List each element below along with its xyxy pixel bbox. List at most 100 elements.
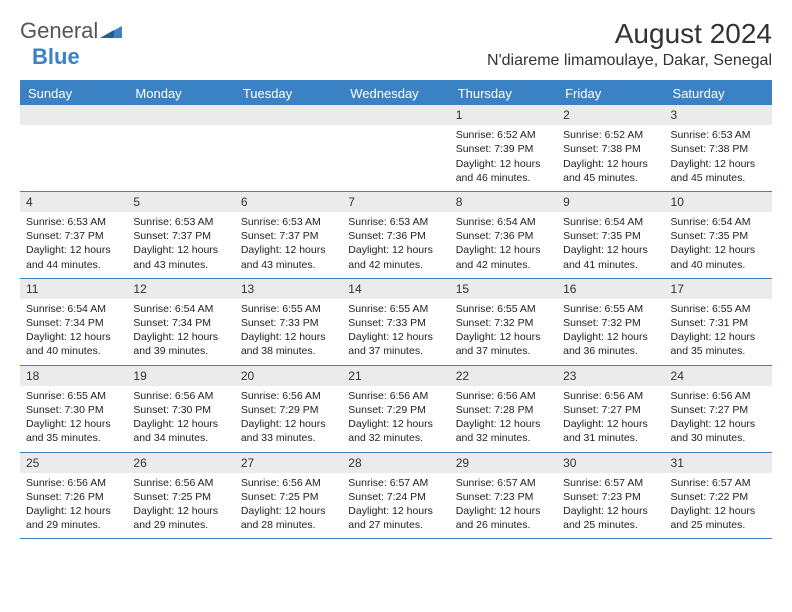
day-number: 8 [450, 192, 557, 212]
daylight-text: Daylight: 12 hours and 31 minutes. [563, 417, 658, 445]
calendar-day-cell: 2Sunrise: 6:52 AMSunset: 7:38 PMDaylight… [557, 105, 664, 191]
calendar-day-cell [235, 105, 342, 191]
sunset-text: Sunset: 7:28 PM [456, 403, 551, 417]
sunset-text: Sunset: 7:33 PM [241, 316, 336, 330]
empty-day-number [235, 105, 342, 125]
calendar-day-cell: 27Sunrise: 6:56 AMSunset: 7:25 PMDayligh… [235, 453, 342, 539]
calendar-day-cell: 28Sunrise: 6:57 AMSunset: 7:24 PMDayligh… [342, 453, 449, 539]
daylight-text: Daylight: 12 hours and 36 minutes. [563, 330, 658, 358]
calendar-day-cell [127, 105, 234, 191]
calendar-day-cell: 20Sunrise: 6:56 AMSunset: 7:29 PMDayligh… [235, 366, 342, 452]
daylight-text: Daylight: 12 hours and 25 minutes. [563, 504, 658, 532]
calendar-week-row: 25Sunrise: 6:56 AMSunset: 7:26 PMDayligh… [20, 453, 772, 540]
sunset-text: Sunset: 7:35 PM [671, 229, 766, 243]
day-header-thursday: Thursday [450, 82, 557, 105]
empty-day-number [127, 105, 234, 125]
calendar-day-cell: 29Sunrise: 6:57 AMSunset: 7:23 PMDayligh… [450, 453, 557, 539]
daylight-text: Daylight: 12 hours and 42 minutes. [348, 243, 443, 271]
sunrise-text: Sunrise: 6:52 AM [563, 128, 658, 142]
calendar-day-cell: 31Sunrise: 6:57 AMSunset: 7:22 PMDayligh… [665, 453, 772, 539]
calendar-week-row: 18Sunrise: 6:55 AMSunset: 7:30 PMDayligh… [20, 366, 772, 453]
sunset-text: Sunset: 7:36 PM [456, 229, 551, 243]
day-number: 29 [450, 453, 557, 473]
sunset-text: Sunset: 7:23 PM [456, 490, 551, 504]
calendar-day-cell: 5Sunrise: 6:53 AMSunset: 7:37 PMDaylight… [127, 192, 234, 278]
day-number: 20 [235, 366, 342, 386]
day-header-sunday: Sunday [20, 82, 127, 105]
daylight-text: Daylight: 12 hours and 46 minutes. [456, 157, 551, 185]
calendar-day-cell: 22Sunrise: 6:56 AMSunset: 7:28 PMDayligh… [450, 366, 557, 452]
sunset-text: Sunset: 7:37 PM [133, 229, 228, 243]
day-header-tuesday: Tuesday [235, 82, 342, 105]
sunset-text: Sunset: 7:30 PM [133, 403, 228, 417]
daylight-text: Daylight: 12 hours and 32 minutes. [348, 417, 443, 445]
daylight-text: Daylight: 12 hours and 45 minutes. [563, 157, 658, 185]
sunrise-text: Sunrise: 6:56 AM [133, 389, 228, 403]
sunset-text: Sunset: 7:39 PM [456, 142, 551, 156]
sunrise-text: Sunrise: 6:54 AM [133, 302, 228, 316]
daylight-text: Daylight: 12 hours and 37 minutes. [348, 330, 443, 358]
sunrise-text: Sunrise: 6:56 AM [456, 389, 551, 403]
day-header-monday: Monday [127, 82, 234, 105]
header: General August 2024 N'diareme limamoulay… [20, 18, 772, 76]
day-number: 22 [450, 366, 557, 386]
day-number: 17 [665, 279, 772, 299]
sunset-text: Sunset: 7:22 PM [671, 490, 766, 504]
logo-triangle-icon [100, 18, 122, 44]
sunrise-text: Sunrise: 6:56 AM [563, 389, 658, 403]
logo-text-general: General [20, 18, 98, 44]
daylight-text: Daylight: 12 hours and 44 minutes. [26, 243, 121, 271]
sunset-text: Sunset: 7:36 PM [348, 229, 443, 243]
sunset-text: Sunset: 7:31 PM [671, 316, 766, 330]
day-number: 27 [235, 453, 342, 473]
calendar-day-cell: 8Sunrise: 6:54 AMSunset: 7:36 PMDaylight… [450, 192, 557, 278]
daylight-text: Daylight: 12 hours and 27 minutes. [348, 504, 443, 532]
sunset-text: Sunset: 7:27 PM [671, 403, 766, 417]
calendar-day-cell: 18Sunrise: 6:55 AMSunset: 7:30 PMDayligh… [20, 366, 127, 452]
day-number: 6 [235, 192, 342, 212]
daylight-text: Daylight: 12 hours and 40 minutes. [671, 243, 766, 271]
calendar-day-cell: 16Sunrise: 6:55 AMSunset: 7:32 PMDayligh… [557, 279, 664, 365]
sunrise-text: Sunrise: 6:55 AM [348, 302, 443, 316]
sunrise-text: Sunrise: 6:56 AM [26, 476, 121, 490]
logo-text-blue: Blue [32, 44, 80, 70]
day-number: 12 [127, 279, 234, 299]
sunset-text: Sunset: 7:27 PM [563, 403, 658, 417]
sunset-text: Sunset: 7:23 PM [563, 490, 658, 504]
day-header-wednesday: Wednesday [342, 82, 449, 105]
day-number: 23 [557, 366, 664, 386]
daylight-text: Daylight: 12 hours and 43 minutes. [241, 243, 336, 271]
day-number: 19 [127, 366, 234, 386]
day-number: 25 [20, 453, 127, 473]
sunrise-text: Sunrise: 6:53 AM [26, 215, 121, 229]
sunrise-text: Sunrise: 6:54 AM [26, 302, 121, 316]
daylight-text: Daylight: 12 hours and 38 minutes. [241, 330, 336, 358]
day-number: 2 [557, 105, 664, 125]
sunrise-text: Sunrise: 6:52 AM [456, 128, 551, 142]
daylight-text: Daylight: 12 hours and 40 minutes. [26, 330, 121, 358]
daylight-text: Daylight: 12 hours and 41 minutes. [563, 243, 658, 271]
sunrise-text: Sunrise: 6:56 AM [348, 389, 443, 403]
sunset-text: Sunset: 7:38 PM [671, 142, 766, 156]
sunset-text: Sunset: 7:37 PM [241, 229, 336, 243]
empty-day-number [342, 105, 449, 125]
day-number: 4 [20, 192, 127, 212]
daylight-text: Daylight: 12 hours and 33 minutes. [241, 417, 336, 445]
daylight-text: Daylight: 12 hours and 42 minutes. [456, 243, 551, 271]
calendar-week-row: 11Sunrise: 6:54 AMSunset: 7:34 PMDayligh… [20, 279, 772, 366]
daylight-text: Daylight: 12 hours and 35 minutes. [26, 417, 121, 445]
title-block: August 2024 N'diareme limamoulaye, Dakar… [487, 18, 772, 76]
calendar-day-cell: 13Sunrise: 6:55 AMSunset: 7:33 PMDayligh… [235, 279, 342, 365]
sunset-text: Sunset: 7:33 PM [348, 316, 443, 330]
day-number: 14 [342, 279, 449, 299]
calendar-day-cell: 4Sunrise: 6:53 AMSunset: 7:37 PMDaylight… [20, 192, 127, 278]
day-header-friday: Friday [557, 82, 664, 105]
calendar-day-cell: 17Sunrise: 6:55 AMSunset: 7:31 PMDayligh… [665, 279, 772, 365]
month-title: August 2024 [487, 18, 772, 50]
sunrise-text: Sunrise: 6:55 AM [26, 389, 121, 403]
daylight-text: Daylight: 12 hours and 37 minutes. [456, 330, 551, 358]
daylight-text: Daylight: 12 hours and 29 minutes. [133, 504, 228, 532]
daylight-text: Daylight: 12 hours and 26 minutes. [456, 504, 551, 532]
day-number: 5 [127, 192, 234, 212]
calendar-day-cell: 23 Sunrise: 6:56 AMSunset: 7:27 PMDayligh… [557, 366, 664, 452]
